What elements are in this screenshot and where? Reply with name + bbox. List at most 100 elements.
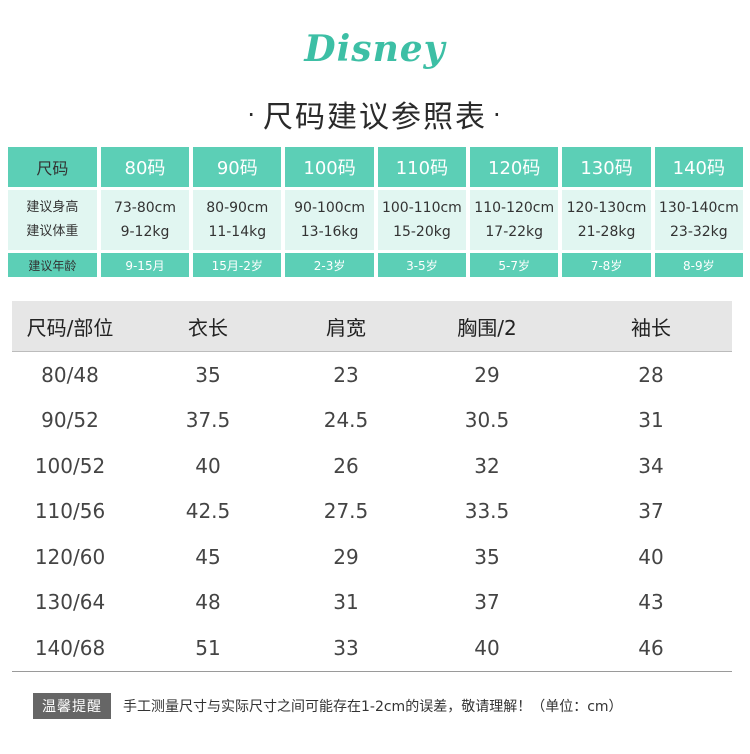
table-cell: 23 <box>333 362 359 387</box>
table-cell: 48 <box>195 590 221 615</box>
age-label: 建议年龄 <box>8 253 97 277</box>
weight-value: 9-12kg <box>120 224 170 240</box>
table-cell: 31 <box>638 408 664 433</box>
weight-value: 21-28kg <box>577 224 636 240</box>
measurement-table: 尺码/部位 衣长 肩宽 胸围/2 袖长 80/48 35 23 29 28 90… <box>12 301 732 672</box>
age-cell: 8-9岁 <box>654 253 743 277</box>
table-cell: 80/48 <box>41 362 99 387</box>
table-cell: 51 <box>195 635 221 660</box>
table-cell: 33.5 <box>464 499 510 524</box>
table-row: 130/64 48 31 37 43 <box>12 580 732 626</box>
size-suggestion-table: 尺码 80码 90码 100码 110码 120码 130码 140码 建议身高… <box>8 147 743 277</box>
size-header-row: 尺码 80码 90码 100码 110码 120码 130码 140码 <box>8 147 743 187</box>
size-header-cell: 120码 <box>470 147 559 187</box>
footer-note: 温馨提醒 手工测量尺寸与实际尺寸之间可能存在1-2cm的误差，敬请理解！（单位：… <box>33 693 623 719</box>
size-header-cell: 80码 <box>100 147 190 187</box>
height-value: 80-90cm <box>206 200 269 216</box>
table-cell: 110/56 <box>34 499 106 524</box>
size-header-cell: 140码 <box>654 147 743 187</box>
table-cell: 40 <box>474 635 500 660</box>
height-weight-cell: 80-90cm 11-14kg <box>193 190 282 250</box>
table-cell: 31 <box>333 590 359 615</box>
table-cell: 35 <box>195 362 221 387</box>
page-title-text: 尺码建议参照表 <box>263 100 487 135</box>
height-weight-label: 建议身高 建议体重 <box>8 190 97 250</box>
age-cell: 9-15月 <box>100 253 190 277</box>
age-cell: 5-7岁 <box>470 253 559 277</box>
weight-value: 13-16kg <box>300 224 359 240</box>
height-weight-cell: 120-130cm 21-28kg <box>562 190 651 250</box>
table-cell: 42.5 <box>185 499 231 524</box>
table-cell: 140/68 <box>34 635 106 660</box>
measurement-header-cell: 袖长 <box>631 315 671 340</box>
table-cell: 28 <box>638 362 664 387</box>
table-cell: 37 <box>638 499 664 524</box>
size-header-cell: 90码 <box>193 147 282 187</box>
table-cell: 32 <box>474 453 500 478</box>
table-bottom-divider <box>12 670 732 672</box>
height-value: 110-120cm <box>474 200 555 216</box>
age-row: 建议年龄 9-15月 15月-2岁 2-3岁 3-5岁 5-7岁 7-8岁 8-… <box>8 253 743 277</box>
table-row: 90/52 37.5 24.5 30.5 31 <box>12 398 732 444</box>
measurement-header-row: 尺码/部位 衣长 肩宽 胸围/2 袖长 <box>12 301 732 352</box>
height-weight-cell: 100-110cm 15-20kg <box>377 190 467 250</box>
table-cell: 37.5 <box>185 408 231 433</box>
age-cell: 2-3岁 <box>285 253 374 277</box>
table-row: 140/68 51 33 40 46 <box>12 625 732 671</box>
height-weight-cell: 130-140cm 23-32kg <box>654 190 743 250</box>
table-cell: 45 <box>195 544 221 569</box>
table-row: 110/56 42.5 27.5 33.5 37 <box>12 489 732 535</box>
height-weight-cell: 90-100cm 13-16kg <box>285 190 374 250</box>
reminder-text: 手工测量尺寸与实际尺寸之间可能存在1-2cm的误差，敬请理解！（单位：cm） <box>123 699 623 715</box>
table-cell: 26 <box>333 453 359 478</box>
weight-value: 11-14kg <box>208 224 267 240</box>
table-cell: 40 <box>638 544 664 569</box>
table-row: 100/52 40 26 32 34 <box>12 443 732 489</box>
size-header-label: 尺码 <box>8 147 97 187</box>
table-cell: 34 <box>638 453 664 478</box>
height-value: 73-80cm <box>113 200 176 216</box>
table-cell: 27.5 <box>323 499 369 524</box>
table-cell: 37 <box>474 590 500 615</box>
reminder-badge: 温馨提醒 <box>33 693 111 719</box>
disney-logo: Disney <box>304 28 446 70</box>
table-cell: 33 <box>333 635 359 660</box>
title-dot-right: · <box>493 101 503 129</box>
table-cell: 35 <box>474 544 500 569</box>
table-cell: 130/64 <box>34 590 106 615</box>
table-cell: 40 <box>195 453 221 478</box>
age-cell: 15月-2岁 <box>193 253 282 277</box>
height-value: 130-140cm <box>658 200 739 216</box>
table-cell: 90/52 <box>41 408 99 433</box>
size-header-cell: 110码 <box>377 147 467 187</box>
height-weight-cell: 73-80cm 9-12kg <box>100 190 190 250</box>
height-value: 90-100cm <box>294 200 366 216</box>
height-weight-cell: 110-120cm 17-22kg <box>470 190 559 250</box>
height-label: 建议身高 <box>26 200 79 215</box>
measurement-header-cell: 肩宽 <box>326 315 366 340</box>
table-cell: 24.5 <box>323 408 369 433</box>
height-weight-row: 建议身高 建议体重 73-80cm 9-12kg 80-90cm 11-14kg 9… <box>8 190 743 250</box>
size-header-cell: 100码 <box>285 147 374 187</box>
measurement-header-cell: 衣长 <box>188 315 228 340</box>
weight-value: 23-32kg <box>670 224 728 240</box>
table-cell: 120/60 <box>34 544 106 569</box>
table-row: 80/48 35 23 29 28 <box>12 352 732 398</box>
measurement-header-cell: 尺码/部位 <box>26 315 114 340</box>
table-cell: 46 <box>638 635 664 660</box>
weight-value: 17-22kg <box>485 224 544 240</box>
size-header-cell: 130码 <box>562 147 651 187</box>
age-cell: 7-8岁 <box>562 253 651 277</box>
height-value: 120-130cm <box>566 200 647 216</box>
table-cell: 29 <box>474 362 500 387</box>
table-row: 120/60 45 29 35 40 <box>12 534 732 580</box>
title-dot-left: · <box>247 101 257 129</box>
age-cell: 3-5岁 <box>377 253 467 277</box>
table-cell: 43 <box>638 590 664 615</box>
weight-value: 15-20kg <box>393 224 451 240</box>
height-value: 100-110cm <box>381 200 462 216</box>
page-title: · 尺码建议参照表 · <box>0 92 750 136</box>
table-cell: 100/52 <box>34 453 106 478</box>
table-cell: 29 <box>333 544 359 569</box>
table-cell: 30.5 <box>464 408 510 433</box>
